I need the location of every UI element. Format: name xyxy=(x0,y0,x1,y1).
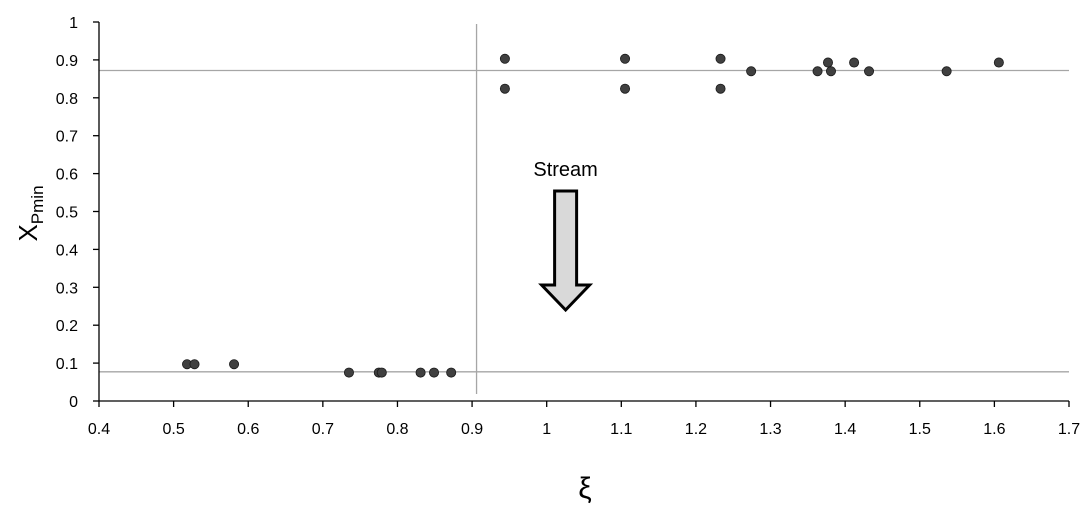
y-tick-label: 0 xyxy=(69,394,78,411)
x-tick-label: 1.3 xyxy=(759,421,781,438)
data-point xyxy=(429,367,440,378)
data-point xyxy=(499,83,510,94)
y-tick-label: 0.2 xyxy=(56,318,78,335)
data-point xyxy=(715,53,726,64)
data-point xyxy=(746,66,757,77)
stream-annotation: Stream xyxy=(533,159,598,313)
y-tick-label: 0.6 xyxy=(56,167,78,184)
stream-label: Stream xyxy=(533,159,597,181)
data-point xyxy=(812,66,823,77)
y-tick-label: 1 xyxy=(69,15,78,32)
data-point xyxy=(189,359,200,370)
axes xyxy=(98,22,1069,402)
data-point xyxy=(993,57,1004,68)
y-tick-label: 0.7 xyxy=(56,129,78,146)
data-point xyxy=(415,367,426,378)
data-point xyxy=(620,53,631,64)
data-point xyxy=(343,367,354,378)
data-point xyxy=(376,367,387,378)
y-axis-title-main: X xyxy=(13,224,43,241)
x-tick-label: 1.4 xyxy=(834,421,856,438)
x-tick-label: 0.5 xyxy=(162,421,184,438)
x-tick-label: 1.6 xyxy=(983,421,1005,438)
x-tick-label: 1 xyxy=(542,421,551,438)
y-axis-ticks: 0 0.1 0.2 0.3 0.4 0.5 0.6 0.7 0.8 0.9 1 xyxy=(56,15,99,411)
data-point xyxy=(941,66,952,77)
x-tick-label: 1.5 xyxy=(909,421,931,438)
y-tick-label: 0.5 xyxy=(56,205,78,222)
data-point xyxy=(715,83,726,94)
data-point xyxy=(822,57,833,68)
down-arrow-icon xyxy=(538,189,594,313)
x-tick-label: 0.6 xyxy=(237,421,259,438)
data-point xyxy=(825,66,836,77)
y-axis-title: XPmin xyxy=(13,185,47,241)
x-tick-label: 0.7 xyxy=(312,421,334,438)
x-tick-label: 0.4 xyxy=(88,421,110,438)
x-tick-label: 1.2 xyxy=(685,421,707,438)
y-tick-label: 0.4 xyxy=(56,242,78,259)
y-tick-label: 0.3 xyxy=(56,280,78,297)
data-point xyxy=(446,367,457,378)
y-tick-label: 0.9 xyxy=(56,53,78,70)
data-point xyxy=(499,53,510,64)
data-points xyxy=(182,53,1004,378)
y-tick-label: 0.1 xyxy=(56,356,78,373)
reference-lines xyxy=(99,24,1069,394)
x-tick-label: 1.1 xyxy=(610,421,632,438)
data-point xyxy=(229,359,240,370)
x-tick-label: 0.9 xyxy=(461,421,483,438)
x-tick-label: 1.7 xyxy=(1058,421,1080,438)
y-axis-title-subscript: Pmin xyxy=(28,185,47,224)
data-point xyxy=(620,83,631,94)
x-tick-label: 0.8 xyxy=(386,421,408,438)
x-axis-ticks: 0.4 0.5 0.6 0.7 0.8 0.9 1 1.1 1.2 1.3 1.4 1.5 1.6 1.7 xyxy=(88,401,1080,438)
y-tick-label: 0.8 xyxy=(56,91,78,108)
data-point xyxy=(864,66,875,77)
x-axis-title: ξ xyxy=(578,472,591,505)
data-point xyxy=(849,57,860,68)
